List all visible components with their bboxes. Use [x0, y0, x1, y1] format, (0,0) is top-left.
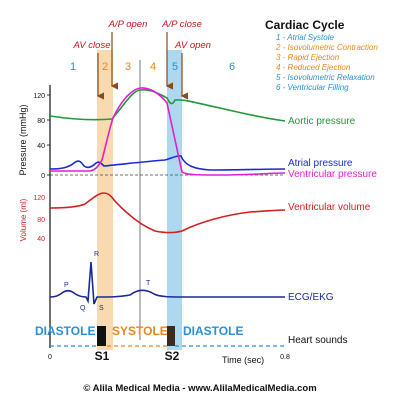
ventricular-pressure-label: Ventricular pressure — [288, 169, 377, 180]
pressure-ticks: 120 80 40 0 — [33, 93, 45, 180]
legend: Cardiac Cycle 1 - Atrial Systole 2 - Iso… — [265, 18, 378, 92]
phase-numbers: 1 2 3 4 5 6 — [70, 61, 235, 73]
valve-arrows — [96, 32, 188, 100]
atrial-pressure-label: Atrial pressure — [288, 158, 353, 169]
time-end-tick: 0.8 — [280, 354, 290, 361]
phase-number-4: 4 — [150, 61, 156, 73]
volume-tick-40: 40 — [37, 236, 45, 243]
s2-label: S2 — [165, 349, 180, 363]
ecg-wave-labels: P R Q S T — [64, 251, 151, 312]
legend-item-2: 2 - Isovolumetric Contraction — [275, 43, 378, 52]
systole-label: SYSTOLE — [112, 324, 168, 338]
legend-title: Cardiac Cycle — [265, 18, 345, 32]
phase-number-6: 6 — [229, 61, 235, 73]
diastole-right-label: DIASTOLE — [183, 324, 243, 338]
ap-open-label: A/P open — [108, 19, 148, 30]
legend-item-6: 6 - Ventricular Filling — [276, 83, 349, 92]
volume-axis-label: Volume (ml) — [19, 198, 28, 241]
legend-item-4: 4 - Reduced Ejection — [276, 63, 351, 72]
ventricular-volume-curve — [49, 192, 286, 234]
s2-sound-marker — [167, 326, 175, 346]
ecg-t-label: T — [146, 280, 151, 287]
phase-number-2: 2 — [102, 61, 108, 73]
phase-number-5: 5 — [172, 61, 178, 73]
pressure-tick-120: 120 — [33, 93, 45, 100]
isovolumetric-relaxation-band — [167, 50, 182, 350]
aortic-pressure-label: Aortic pressure — [288, 116, 356, 127]
time-start-tick: 0 — [48, 354, 52, 361]
time-axis-label: Time (sec) — [222, 355, 264, 365]
pressure-tick-40: 40 — [37, 143, 45, 150]
ecg-curve — [49, 261, 285, 305]
diastole-left-label: DIASTOLE — [35, 324, 95, 338]
legend-item-5: 5 - Isovolumetric Relaxation — [276, 73, 375, 82]
ecg-q-label: Q — [80, 305, 86, 312]
isovolumetric-contraction-band — [97, 50, 113, 350]
phase-number-1: 1 — [70, 61, 76, 73]
av-open-label: AV open — [174, 40, 211, 51]
volume-ticks: 120 80 40 — [33, 195, 45, 243]
legend-item-3: 3 - Rapid Ejection — [276, 53, 340, 62]
pressure-axis-label: Pressure (mmHg) — [18, 104, 28, 175]
phase-number-3: 3 — [125, 61, 131, 73]
pressure-tick-0: 0 — [41, 173, 45, 180]
av-close-label: AV close — [73, 40, 111, 51]
s1-sound-marker — [97, 326, 106, 346]
ecg-p-label: P — [64, 282, 69, 289]
footer-credit: © Alila Medical Media - www.AlilaMedical… — [83, 383, 316, 394]
pressure-tick-marks — [47, 94, 50, 176]
ventricular-pressure-curve — [49, 87, 286, 176]
ecg-r-label: R — [94, 251, 99, 258]
pressure-tick-80: 80 — [37, 118, 45, 125]
s1-label: S1 — [95, 349, 110, 363]
ecg-label: ECG/EKG — [288, 292, 334, 303]
atrial-pressure-curve — [49, 155, 286, 171]
volume-tick-80: 80 — [37, 217, 45, 224]
ap-close-label: A/P close — [161, 19, 202, 30]
volume-tick-120: 120 — [33, 195, 45, 202]
ecg-s-label: S — [99, 305, 104, 312]
valve-events: AV close A/P open A/P close AV open — [73, 19, 211, 51]
heart-sounds-label: Heart sounds — [288, 335, 347, 346]
legend-item-1: 1 - Atrial Systole — [276, 33, 334, 42]
ventricular-volume-label: Ventricular volume — [288, 202, 371, 213]
